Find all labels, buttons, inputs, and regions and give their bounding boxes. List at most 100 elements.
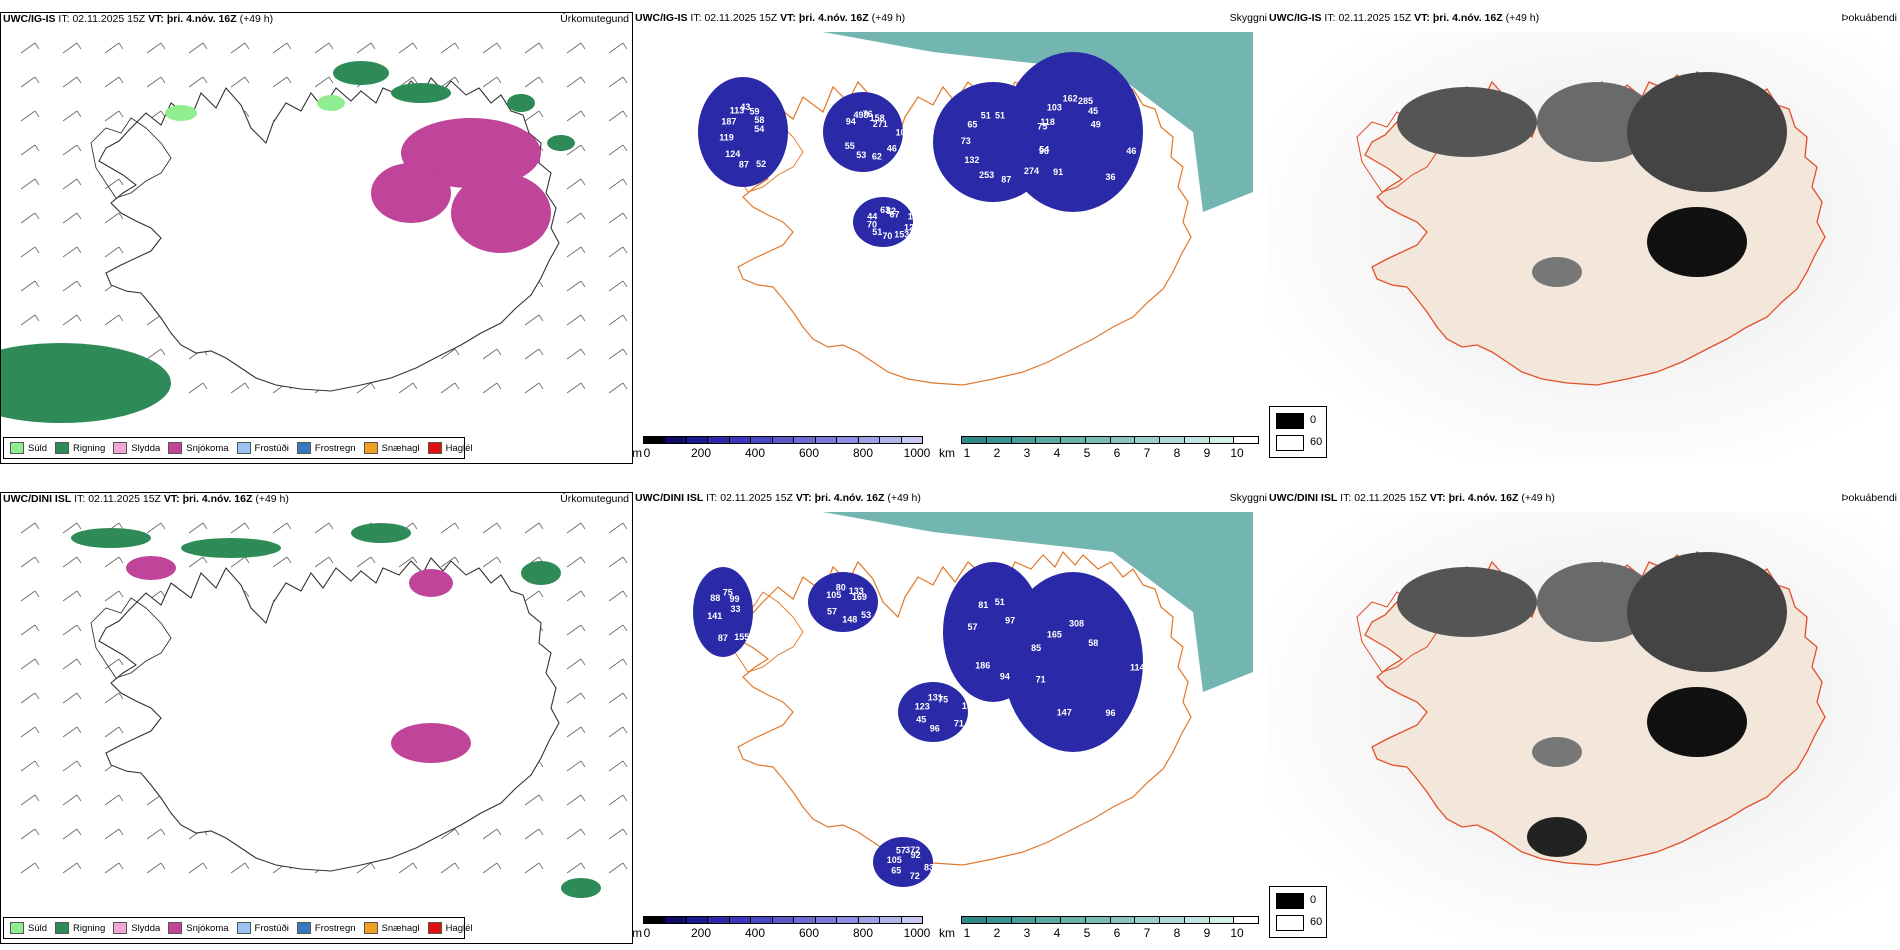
visibility-colorbar: km 1 2 3 4 5 6 7 8 9 10: [939, 916, 1261, 944]
wind-barb: [566, 246, 586, 258]
legend-label: Haglél: [445, 922, 473, 934]
wind-barb: [608, 726, 628, 738]
colorbar-tick: 8: [1173, 446, 1181, 460]
legend-swatch: [113, 442, 128, 454]
wind-barb: [608, 76, 628, 88]
colorbar-step: [644, 917, 666, 923]
panel-title: Skyggni: [1229, 12, 1267, 24]
wind-barb: [20, 556, 40, 568]
wind-barb: [566, 280, 586, 292]
wind-barb: [20, 590, 40, 602]
wind-barb: [62, 624, 82, 636]
wind-barb: [398, 382, 418, 394]
cloud-base-label: 73: [961, 136, 971, 146]
fog-legend-swatch: [1276, 413, 1304, 429]
legend-swatch: [427, 922, 442, 934]
cloud-base-label: 87: [739, 159, 749, 169]
cloud-base-label: 92: [911, 850, 921, 860]
cloud-base-label: 63: [880, 205, 890, 215]
model-name: UWC/DINI ISL: [3, 493, 72, 505]
cloud-base-label: 76: [863, 109, 873, 119]
westfjords-outline: [90, 117, 172, 199]
colorbar-unit: m: [633, 926, 642, 940]
wind-barb: [440, 382, 460, 394]
cloud-base-label: 67: [890, 210, 900, 220]
it-label: IT:: [690, 12, 702, 24]
legend-swatch: [10, 922, 24, 934]
colorbar-step: [794, 917, 816, 923]
cloud-base-label: 70: [867, 220, 877, 230]
cloud-base-label: 94: [1000, 671, 1010, 681]
colorbar-tick: 1000: [903, 446, 931, 460]
wind-barb: [104, 246, 124, 258]
panel-title: Skyggni: [1229, 492, 1267, 504]
colorbar-step: [815, 437, 838, 443]
visibility-panel: 54 55 51 36 44 58 53 51 46 70 59 62 65 49 51 43 46 73 45 70…: [633, 12, 1267, 464]
it-value: 02.11.2025 15Z: [1354, 492, 1427, 504]
colorbar-step: [880, 437, 902, 443]
wind-barb: [398, 76, 418, 88]
cloud-base-label: 57: [896, 845, 906, 855]
colorbar-step: [1160, 437, 1185, 443]
cloud-base-labels: 54 55 51 36 44 58 53 51 46 70 59 62 65 49 51 43 46 73 45 70…: [719, 93, 1136, 241]
cloud-base-label: 45: [916, 714, 926, 724]
legend-swatch: [363, 442, 378, 454]
model-name: UWC/IG-IS: [635, 12, 688, 24]
wind-barb: [20, 828, 40, 840]
wind-barb: [608, 862, 628, 874]
wind-barb: [524, 828, 544, 840]
wind-barb: [566, 144, 586, 156]
legend-item: Frostúði: [236, 922, 289, 934]
legend-swatch: [236, 922, 251, 934]
vt-label: VT:: [1429, 492, 1446, 504]
wind-barb: [62, 42, 82, 54]
wind-barb: [146, 348, 166, 360]
cloud-base-label: 99: [730, 594, 740, 604]
panel-header: UWC/IG-IS IT: 02.11.2025 15Z VT: þri. 4.…: [3, 13, 273, 26]
wind-barb: [104, 692, 124, 704]
colorbar-tick: 800: [852, 926, 874, 940]
cloud-base-label: 131: [928, 693, 943, 703]
wind-barb: [608, 828, 628, 840]
model-name: UWC/DINI ISL: [635, 492, 704, 504]
wind-barb: [104, 658, 124, 670]
wind-barb: [314, 42, 334, 54]
cloud-base-label: 186: [975, 660, 990, 670]
model-name: UWC/IG-IS: [3, 13, 56, 25]
it-value: 02.11.2025 15Z: [88, 493, 161, 505]
wind-barb: [608, 382, 628, 394]
cloud-base-labels: 33 57 51 96 123 92 87 80 85 71 75 72 88 169 186 308 71 10…: [707, 582, 1144, 881]
colorbar-tick: 200: [690, 926, 712, 940]
fog-legend-swatch: [1276, 435, 1304, 451]
map-canvas: 54 55 51 36 44 58 53 51 46 70 59 62 65 49 51 43 46 73 45 70…: [698, 32, 1253, 386]
cloud-base-area: [898, 682, 968, 742]
precip-legend: Súld Rigning Slydda Snjókoma Frostúði Frostre…: [3, 437, 473, 459]
wind-barb: [104, 314, 124, 326]
cloud-base-label: 94: [846, 117, 856, 127]
cloud-base-areas: [693, 562, 1143, 887]
colorbar-tick: 0: [643, 926, 651, 940]
wind-barb: [62, 280, 82, 292]
model-name: UWC/DINI ISL: [1269, 492, 1338, 504]
vt-label: VT:: [148, 13, 164, 25]
colorbar-tick: 6: [1113, 926, 1121, 940]
wind-barb: [104, 726, 124, 738]
legend-swatch: [55, 922, 70, 934]
colorbar-tick: 7: [1143, 446, 1151, 460]
panel-title: Úrkomutegund: [560, 493, 629, 505]
legend-label: Frostregn: [314, 442, 356, 454]
wind-barb: [440, 76, 460, 88]
cloud-base-label: 102: [908, 212, 923, 222]
cloud-base-label: 83: [924, 863, 934, 873]
cloud-base-area: [873, 837, 933, 887]
cloud-base-label: 103: [1047, 102, 1062, 112]
cloud-base-label: 123: [915, 701, 930, 711]
vt-value: þri. 4.nóv. 16Z: [166, 13, 237, 25]
it-value: 02.11.2025 15Z: [1338, 12, 1412, 24]
wind-barb: [20, 280, 40, 292]
wind-barb: [482, 828, 502, 840]
cloud-base-label: 51: [995, 597, 1005, 607]
wind-barb: [566, 726, 586, 738]
lead-time: (+49 h): [255, 493, 289, 505]
colorbar-step: [708, 917, 730, 923]
